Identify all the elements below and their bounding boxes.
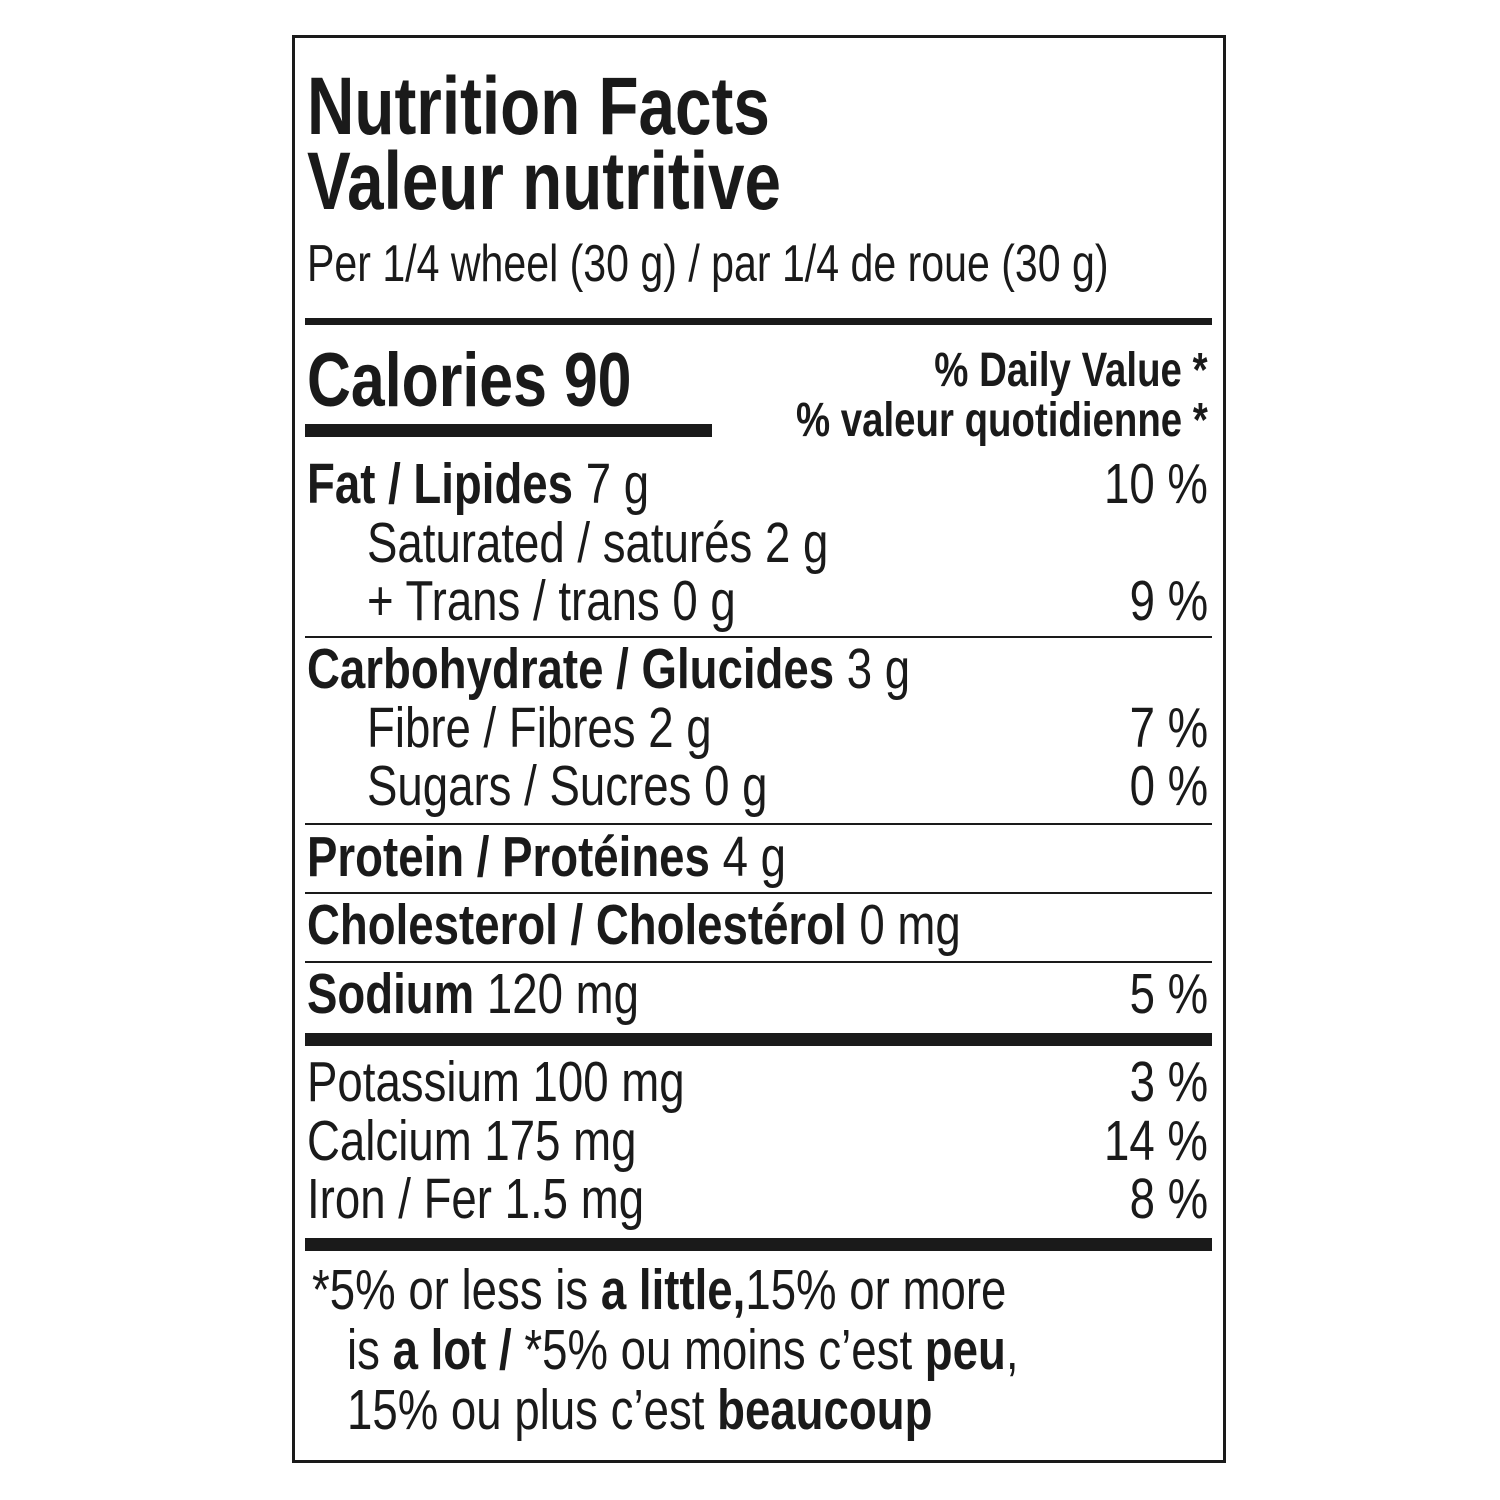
footnote-line-1: *5% or less is a little,15% or more [312,1258,1007,1322]
row-saturated: Saturated / saturés 2 g [367,511,829,575]
row-potassium: Potassium 100 mg [307,1050,685,1114]
nutrition-facts-panel [292,35,1226,1463]
calories: Calories 90 [307,338,632,423]
divider [305,961,1212,963]
row-fat: Fat / Lipides 7 g [307,452,650,516]
row-sodium: Sodium 120 mg [307,962,639,1026]
footnote-line-3: 15% ou plus c’est beaucoup [347,1378,933,1442]
dv-saturated-trans: 9 % [1129,569,1208,633]
daily-value-fr: % valeur quotidienne * [796,394,1208,447]
divider [305,823,1212,825]
title-en: Nutrition Facts [307,61,770,152]
footnote-line-2: is a lot / *5% ou moins c’est peu, [347,1318,1019,1382]
dv-calcium: 14 % [1104,1109,1208,1173]
row-sugars: Sugars / Sucres 0 g [367,754,768,818]
dv-fibre: 7 % [1129,696,1208,760]
divider-thick [305,318,1212,325]
dv-fat: 10 % [1104,452,1208,516]
divider [305,892,1212,894]
row-carbohydrate: Carbohydrate / Glucides 3 g [307,637,911,701]
serving-size: Per 1/4 wheel (30 g) / par 1/4 de roue (… [307,235,1109,293]
row-protein: Protein / Protéines 4 g [307,825,786,889]
dv-iron: 8 % [1129,1167,1208,1231]
row-trans: + Trans / trans 0 g [367,569,736,633]
title-fr: Valeur nutritive [307,136,781,227]
divider-thick [305,1238,1212,1251]
dv-potassium: 3 % [1129,1050,1208,1114]
daily-value-en: % Daily Value * [934,344,1208,397]
row-iron: Iron / Fer 1.5 mg [307,1167,645,1231]
divider [305,636,1212,638]
divider-thick [305,1033,1212,1046]
dv-sodium: 5 % [1129,962,1208,1026]
calories-underline [305,424,712,437]
row-calcium: Calcium 175 mg [307,1109,637,1173]
dv-sugars: 0 % [1129,754,1208,818]
row-fibre: Fibre / Fibres 2 g [367,696,712,760]
row-cholesterol: Cholesterol / Cholestérol 0 mg [307,893,961,957]
